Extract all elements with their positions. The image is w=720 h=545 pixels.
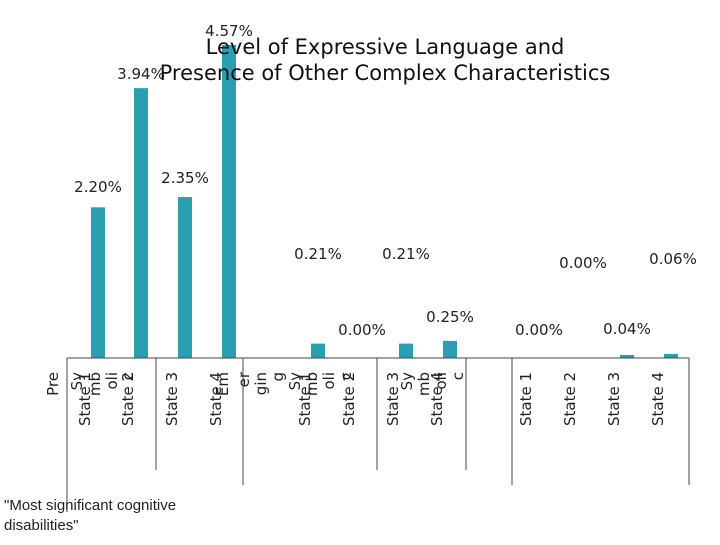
bar-8 (443, 340, 457, 358)
category-label-7: State 3 (384, 372, 402, 426)
data-label-11: 0.04% (603, 320, 651, 338)
group-label-2-part-8: c (337, 372, 355, 380)
group-label-1-part-1: Pre (44, 372, 62, 396)
bar-1 (91, 207, 105, 358)
category-label-6: State 2 (340, 372, 358, 426)
data-label-9: 0.00% (515, 321, 563, 339)
chart-title: Level of Expressive Language and Presenc… (150, 34, 620, 86)
category-label-5: State 1 (296, 372, 314, 426)
category-label-11: State 3 (605, 372, 623, 426)
group-label-3-part-1: Sy (398, 372, 416, 391)
bar-2 (134, 88, 148, 358)
group-label-2-part-6: mb (303, 372, 321, 396)
bar-5 (311, 343, 325, 358)
group-label-2-part-7: oli (320, 372, 338, 390)
data-label-6: 0.00% (338, 321, 386, 339)
group-label-3-part-4: c (449, 372, 467, 380)
group-label-2-part-4: g (269, 372, 287, 382)
category-label-4: State 4 (207, 372, 225, 426)
group-label-1-part-2: Sy (68, 372, 86, 391)
group-label-1-part-5: c (119, 372, 137, 380)
group-label-2-part-1: Em (214, 372, 232, 396)
bar-4 (222, 45, 236, 358)
chart-title-line-2: Presence of Other Complex Characteristic… (159, 61, 611, 85)
bar-12 (664, 353, 678, 358)
data-label-12: 0.06% (649, 250, 697, 268)
category-label-3: State 3 (163, 372, 181, 426)
data-label-7: 0.21% (382, 245, 430, 263)
data-label-10: 0.00% (559, 254, 607, 272)
bar-11 (620, 355, 634, 358)
category-label-12: State 4 (649, 372, 667, 426)
data-label-8: 0.25% (426, 308, 474, 326)
group-label-1-part-4: oli (103, 372, 121, 390)
data-label-3: 2.35% (161, 169, 209, 187)
category-label-1: State 1 (76, 372, 94, 426)
data-label-1: 2.20% (74, 178, 122, 196)
category-label-8: State 4 (428, 372, 446, 426)
group-label-3-part-2: mb (415, 372, 433, 396)
data-label-4: 4.57% (205, 22, 253, 40)
bar-3 (178, 197, 192, 358)
bar-7 (399, 343, 413, 358)
chart-footnote: "Most significant cognitive disabilities… (4, 497, 177, 534)
data-label-5: 0.21% (294, 245, 342, 263)
group-label-2-part-3: gin (252, 372, 270, 395)
group-label-2-part-5: Sy (286, 372, 304, 391)
data-label-2: 3.94% (117, 65, 165, 83)
group-label-1-part-3: mb (86, 372, 104, 396)
group-label-3-part-3: oli (432, 372, 450, 390)
group-label-2-part-2: er (235, 371, 253, 387)
category-label-10: State 2 (561, 372, 579, 426)
category-label-2: State 2 (119, 372, 137, 426)
category-label-9: State 1 (517, 372, 535, 426)
chart-title-line-1: Level of Expressive Language and (205, 35, 565, 59)
